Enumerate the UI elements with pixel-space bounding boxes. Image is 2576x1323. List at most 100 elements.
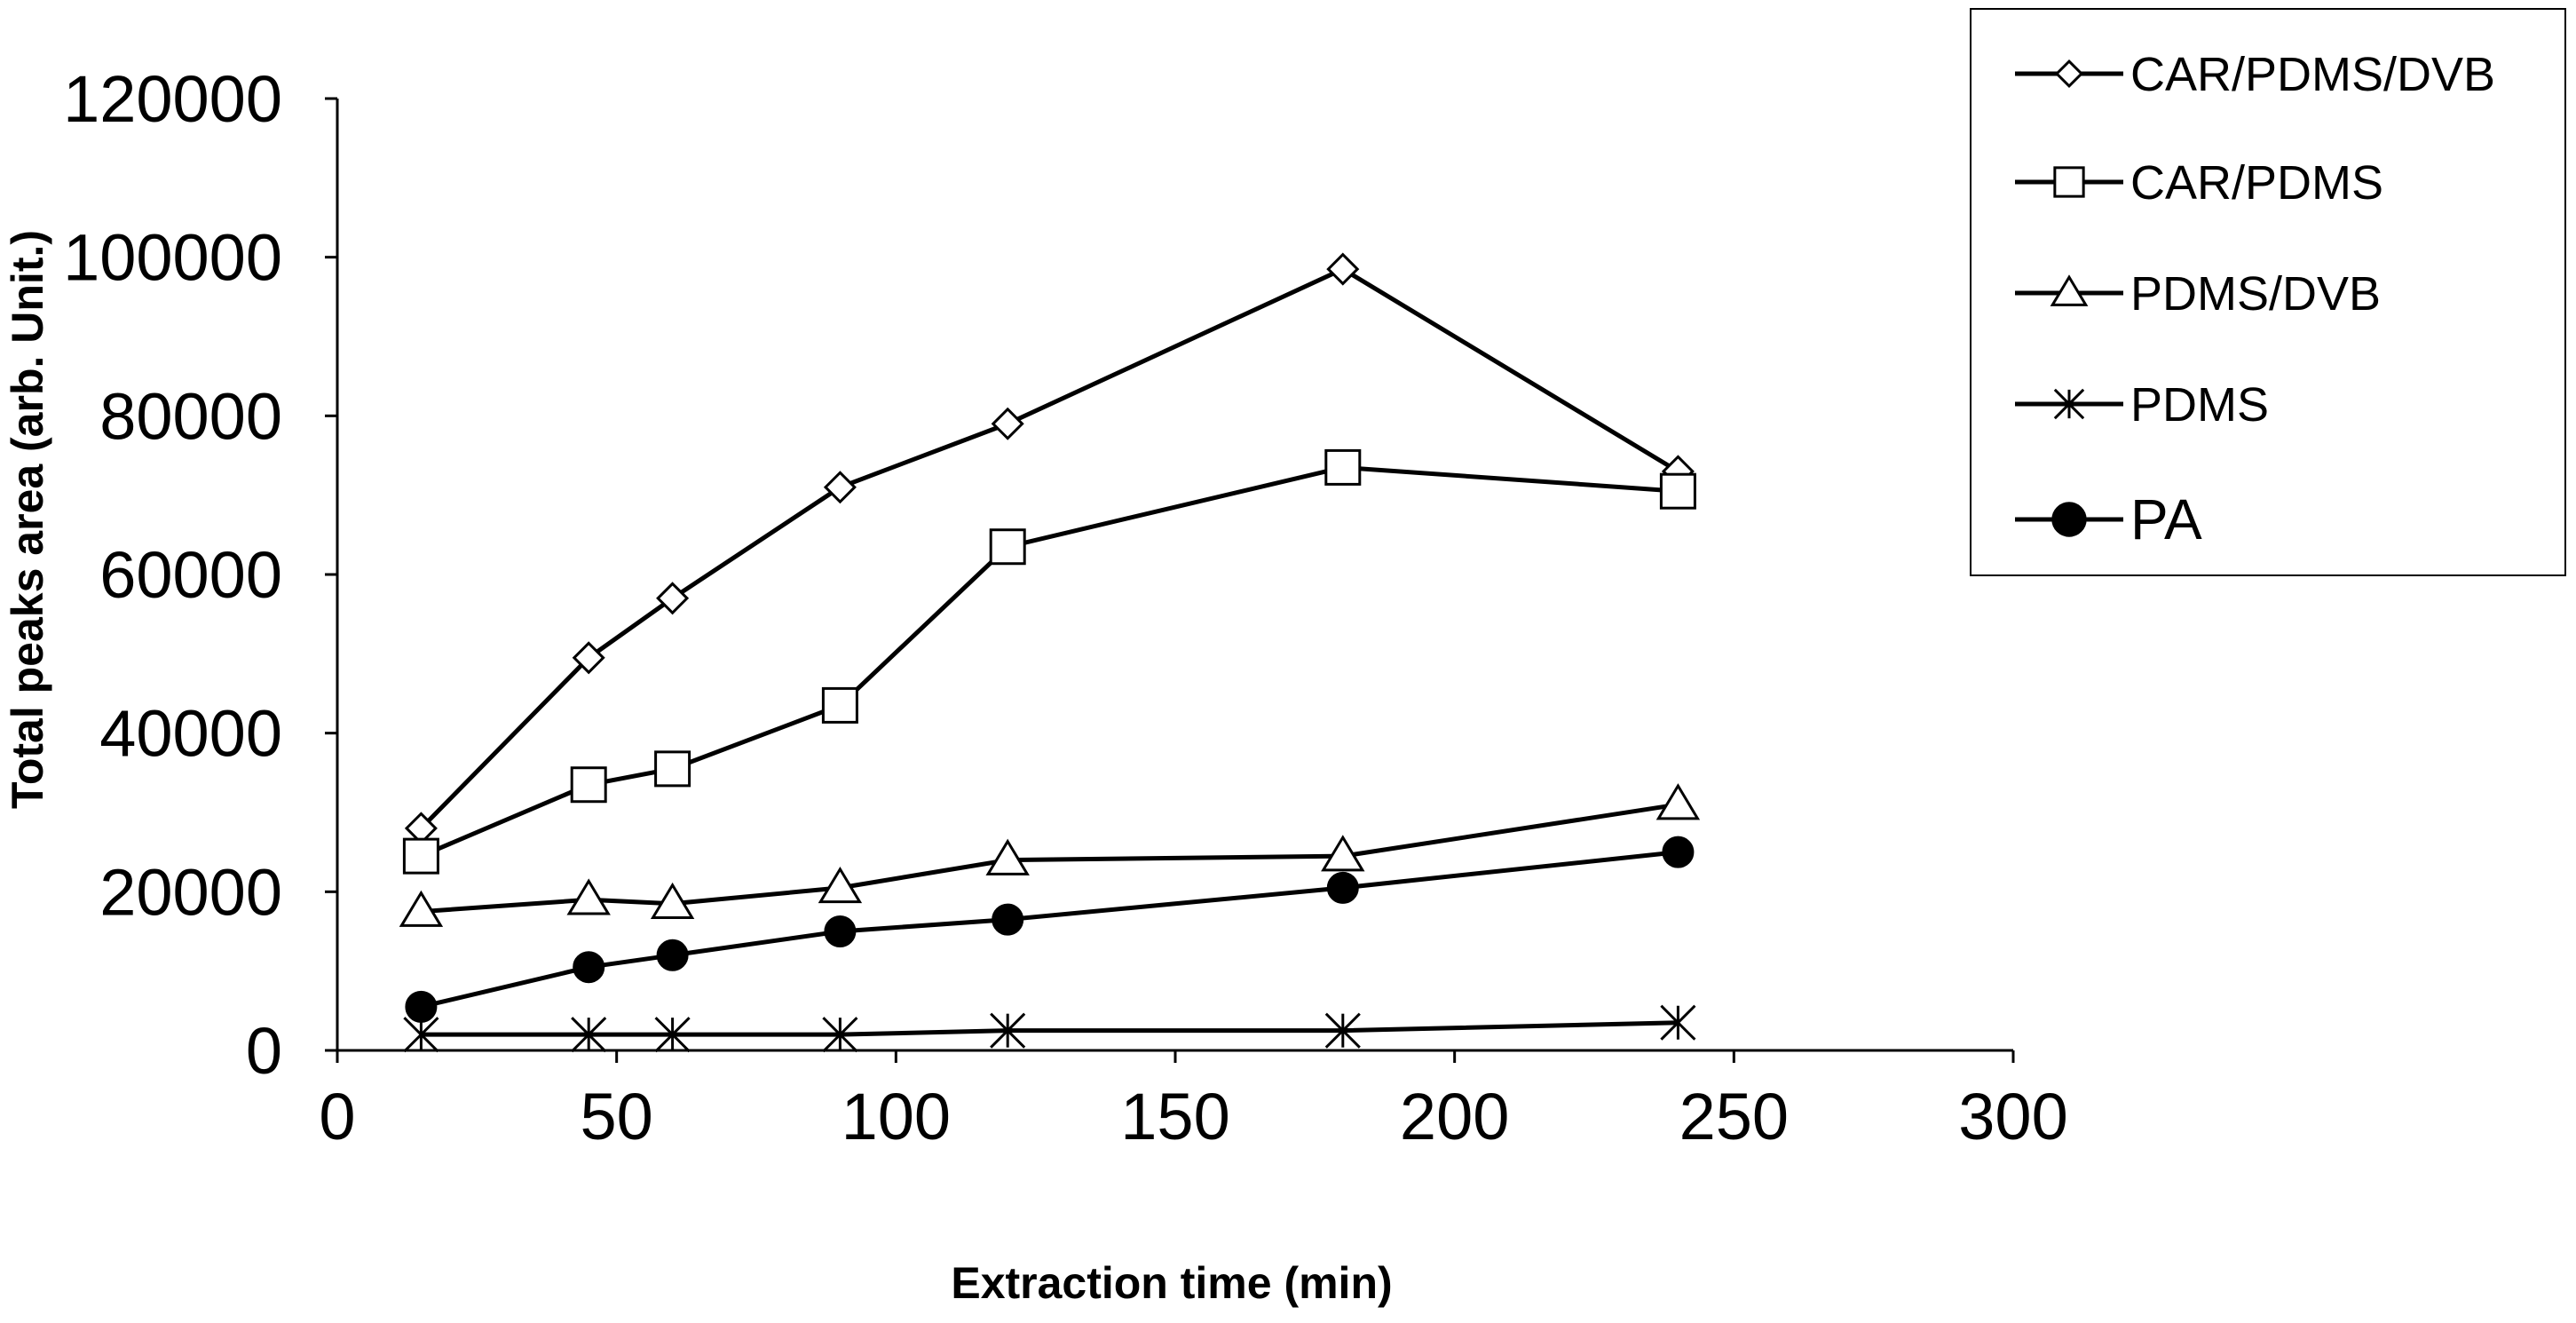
data-point-shape bbox=[405, 990, 438, 1023]
data-point bbox=[1660, 1004, 1696, 1041]
data-point bbox=[991, 407, 1024, 440]
data-point bbox=[1655, 783, 1701, 820]
data-point-shape bbox=[656, 939, 689, 971]
data-point bbox=[656, 939, 689, 971]
data-point-shape bbox=[1659, 472, 1696, 510]
data-point-shape bbox=[1324, 448, 1362, 486]
data-point bbox=[1324, 448, 1362, 486]
data-point-shape bbox=[650, 882, 695, 919]
data-point bbox=[572, 641, 605, 675]
series-car-pdms-dvb bbox=[404, 252, 1695, 845]
legend-entry: CAR/PDMS/DVB bbox=[2015, 48, 2495, 101]
data-point bbox=[654, 1017, 691, 1053]
legend-entry: CAR/PDMS bbox=[2015, 156, 2383, 210]
x-tick-label: 50 bbox=[581, 1080, 653, 1153]
legend-label: CAR/PDMS/DVB bbox=[2130, 48, 2495, 101]
data-point-shape bbox=[1321, 835, 1365, 872]
legend-label: PA bbox=[2130, 487, 2202, 551]
data-point-shape bbox=[1326, 871, 1359, 904]
data-point-shape bbox=[570, 766, 607, 804]
data-point-shape bbox=[821, 686, 858, 724]
y-tick-label: 120000 bbox=[63, 62, 282, 136]
legend-entry: PDMS/DVB bbox=[2015, 267, 2381, 321]
legend-entry: PA bbox=[2015, 487, 2202, 551]
data-point bbox=[405, 990, 438, 1023]
data-point bbox=[823, 471, 857, 504]
y-ticks: 0 20000 40000 60000 80000 100000 120000 bbox=[63, 62, 337, 1088]
x-tick-label: 150 bbox=[1120, 1080, 1229, 1153]
y-tick-label: 80000 bbox=[99, 379, 282, 453]
y-axis-title: Total peaks area (arb. Unit.) bbox=[3, 230, 52, 809]
legend-marker bbox=[2053, 166, 2085, 198]
x-tick-label: 100 bbox=[842, 1080, 951, 1153]
legend-label: PDMS bbox=[2130, 378, 2269, 432]
data-point bbox=[573, 951, 605, 984]
data-point-shape bbox=[573, 951, 605, 984]
data-point bbox=[1659, 472, 1696, 510]
x-tick-label: 0 bbox=[319, 1080, 355, 1153]
data-point-shape bbox=[1662, 836, 1695, 868]
series-pa bbox=[405, 836, 1695, 1023]
series-car-pdms bbox=[402, 448, 1696, 875]
y-tick-label: 20000 bbox=[99, 855, 282, 929]
x-tick-label: 250 bbox=[1679, 1080, 1789, 1153]
data-point bbox=[654, 750, 691, 788]
data-point-shape bbox=[823, 471, 857, 504]
series-line bbox=[420, 464, 1679, 859]
x-ticks: 0 50 100 150 200 250 300 bbox=[319, 1050, 2068, 1153]
data-point-shape bbox=[989, 528, 1026, 566]
data-point bbox=[656, 582, 690, 615]
legend-marker bbox=[2053, 388, 2085, 420]
series-line bbox=[420, 850, 1679, 1010]
series-pdms bbox=[403, 1004, 1696, 1053]
data-point bbox=[1326, 871, 1359, 904]
data-point bbox=[650, 882, 695, 919]
data-point bbox=[1321, 835, 1365, 872]
legend: CAR/PDMS/DVB CAR/PDMS PDMS/DVB PDMS PA bbox=[1970, 8, 2566, 576]
data-point-shape bbox=[566, 878, 611, 915]
x-tick-label: 200 bbox=[1400, 1080, 1509, 1153]
data-point bbox=[822, 1017, 858, 1053]
data-point bbox=[992, 903, 1024, 936]
data-point bbox=[990, 1012, 1026, 1049]
legend-marker-shape bbox=[2054, 59, 2084, 89]
series-line bbox=[419, 266, 1679, 830]
data-point-shape bbox=[1655, 783, 1701, 820]
legend-marker-shape bbox=[2050, 274, 2089, 306]
data-point-shape bbox=[991, 407, 1024, 440]
data-point bbox=[985, 838, 1030, 875]
data-point bbox=[403, 1017, 439, 1053]
series-layer bbox=[399, 252, 1701, 1053]
legend-marker-shape bbox=[2051, 502, 2087, 537]
data-point-shape bbox=[824, 915, 857, 947]
data-point bbox=[821, 686, 858, 724]
legend-label: PDMS/DVB bbox=[2130, 267, 2381, 321]
data-point bbox=[1662, 836, 1695, 868]
data-point bbox=[571, 1017, 607, 1053]
x-tick-label: 300 bbox=[1958, 1080, 2067, 1153]
legend-label: CAR/PDMS bbox=[2130, 156, 2383, 210]
data-point bbox=[989, 528, 1026, 566]
series-line bbox=[421, 1020, 1679, 1037]
y-tick-label: 40000 bbox=[99, 697, 282, 771]
series-pdms-dvb bbox=[399, 783, 1701, 927]
legend-marker bbox=[2050, 274, 2089, 306]
data-point-shape bbox=[656, 582, 690, 615]
data-point bbox=[1324, 1012, 1361, 1049]
legend-marker bbox=[2051, 502, 2087, 537]
y-tick-label: 0 bbox=[246, 1014, 282, 1088]
data-point-shape bbox=[992, 903, 1024, 936]
data-point bbox=[399, 890, 444, 927]
data-point bbox=[1326, 252, 1360, 286]
data-point-shape bbox=[1326, 252, 1360, 286]
data-point bbox=[566, 878, 611, 915]
data-point-shape bbox=[818, 866, 863, 904]
legend-marker bbox=[2054, 59, 2084, 89]
legend-marker-shape bbox=[2053, 166, 2085, 198]
data-point-shape bbox=[654, 750, 691, 788]
y-tick-label: 60000 bbox=[99, 538, 282, 612]
x-axis-title: Extraction time (min) bbox=[951, 1258, 1392, 1308]
data-point-shape bbox=[402, 837, 439, 875]
